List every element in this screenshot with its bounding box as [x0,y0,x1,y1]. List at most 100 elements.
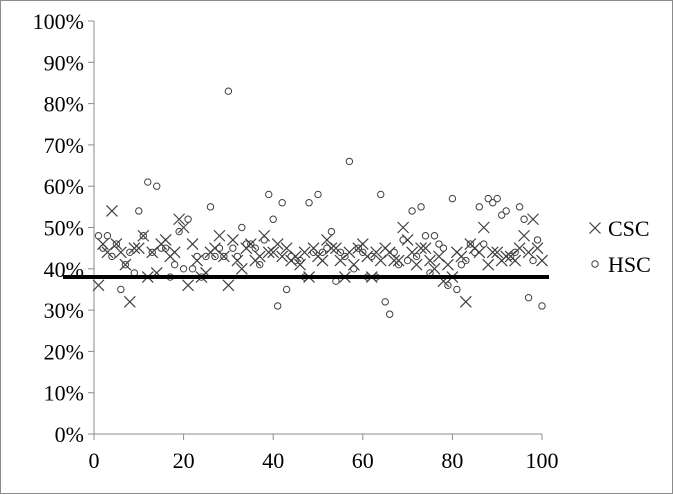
hsc-point [224,87,233,95]
x-marker-stroke [477,221,490,234]
hsc-point [103,232,112,240]
csc-point [329,242,342,255]
hsc-point [462,256,470,265]
hsc-point [202,252,210,261]
x-marker-stroke [213,229,226,242]
csc-point [105,205,118,217]
hsc-point [193,252,201,261]
hsc-point [238,223,246,232]
x-marker-stroke [226,233,239,246]
hsc-point [220,252,228,261]
x-marker-stroke [406,246,419,259]
hsc-point [314,190,322,199]
x-marker-stroke [105,205,118,217]
hsc-point [260,236,268,244]
legend-marker-csc [589,222,601,234]
hsc-point [251,244,259,252]
x-marker-stroke [589,222,601,234]
hsc-point [480,240,488,248]
legend-label-hsc: HSC [608,252,651,277]
x-marker-stroke [92,279,105,292]
hsc-point [256,260,264,269]
csc-point [325,242,338,255]
hsc-point [381,298,389,306]
csc-point [114,246,127,259]
csc-point [253,250,266,263]
x-marker-stroke [186,238,199,250]
hsc-point [529,256,537,265]
x-marker-stroke [132,242,145,255]
csc-point [132,242,145,255]
x-marker-stroke [182,279,195,292]
x-marker-stroke [110,238,123,250]
hsc-point [265,190,273,199]
hsc-point [520,215,528,223]
hsc-point [439,244,448,252]
hsc-point [206,203,215,211]
hsc-point [153,182,161,190]
csc-point [518,229,531,242]
x-tick-label: 60 [352,448,374,473]
csc-point [298,246,311,259]
x-marker-stroke [352,242,365,255]
hsc-point [278,199,286,207]
y-tick-label: 70% [44,133,84,158]
csc-point [347,258,360,271]
csc-point [182,279,195,292]
x-marker-stroke [486,246,499,259]
csc-point [468,242,481,255]
data-points [92,87,548,318]
x-marker-stroke [450,246,463,259]
csc-point [164,250,177,263]
x-marker-stroke [316,254,329,267]
csc-point [128,242,141,255]
hsc-point [417,203,425,211]
y-tick-label: 30% [44,298,84,323]
x-marker-stroke [217,250,230,263]
hsc-point [139,232,147,240]
hsc-point [466,240,475,248]
csc-point [271,238,284,250]
x-marker-stroke [388,254,401,267]
csc-point [410,258,423,271]
x-marker-stroke [325,242,338,255]
x-marker-stroke [119,258,132,271]
hsc-point [453,285,461,294]
hsc-point [126,248,134,256]
x-marker-stroke [518,229,531,242]
hsc-point [430,232,439,240]
hsc-point [399,236,407,244]
x-marker-stroke [244,238,257,250]
x-marker-stroke [482,258,495,271]
hsc-point [291,256,300,265]
hsc-point [524,294,533,302]
csc-point [258,229,271,242]
x-tick-label: 80 [441,448,463,473]
hsc-point [117,285,125,294]
hsc-point [515,203,524,211]
csc-point [491,246,504,259]
hsc-point [354,244,363,252]
csc-point [450,246,463,259]
legend-label-csc: CSC [608,216,650,241]
x-marker-stroke [370,246,383,259]
x-marker-stroke [459,295,472,308]
x-marker-stroke [536,254,548,267]
csc-point [110,238,123,250]
csc-point [379,242,392,255]
x-tick-label: 20 [173,448,195,473]
hsc-point [394,260,403,269]
x-marker-stroke [527,213,539,226]
csc-point [276,250,289,263]
x-marker-stroke [424,254,436,267]
legend-marker-hsc [591,260,599,268]
y-tick-label: 20% [44,339,84,364]
hsc-point [94,232,103,240]
csc-point [226,233,239,246]
y-tick-label: 100% [33,9,84,34]
csc-point [316,254,329,267]
x-marker-stroke [361,250,374,263]
x-marker-stroke [173,213,186,226]
x-marker-stroke [410,258,423,271]
hsc-point [287,252,295,261]
